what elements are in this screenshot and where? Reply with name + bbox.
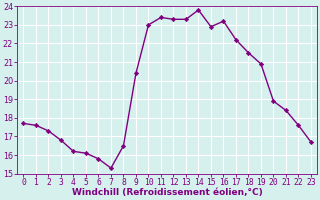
X-axis label: Windchill (Refroidissement éolien,°C): Windchill (Refroidissement éolien,°C) [72,188,263,197]
